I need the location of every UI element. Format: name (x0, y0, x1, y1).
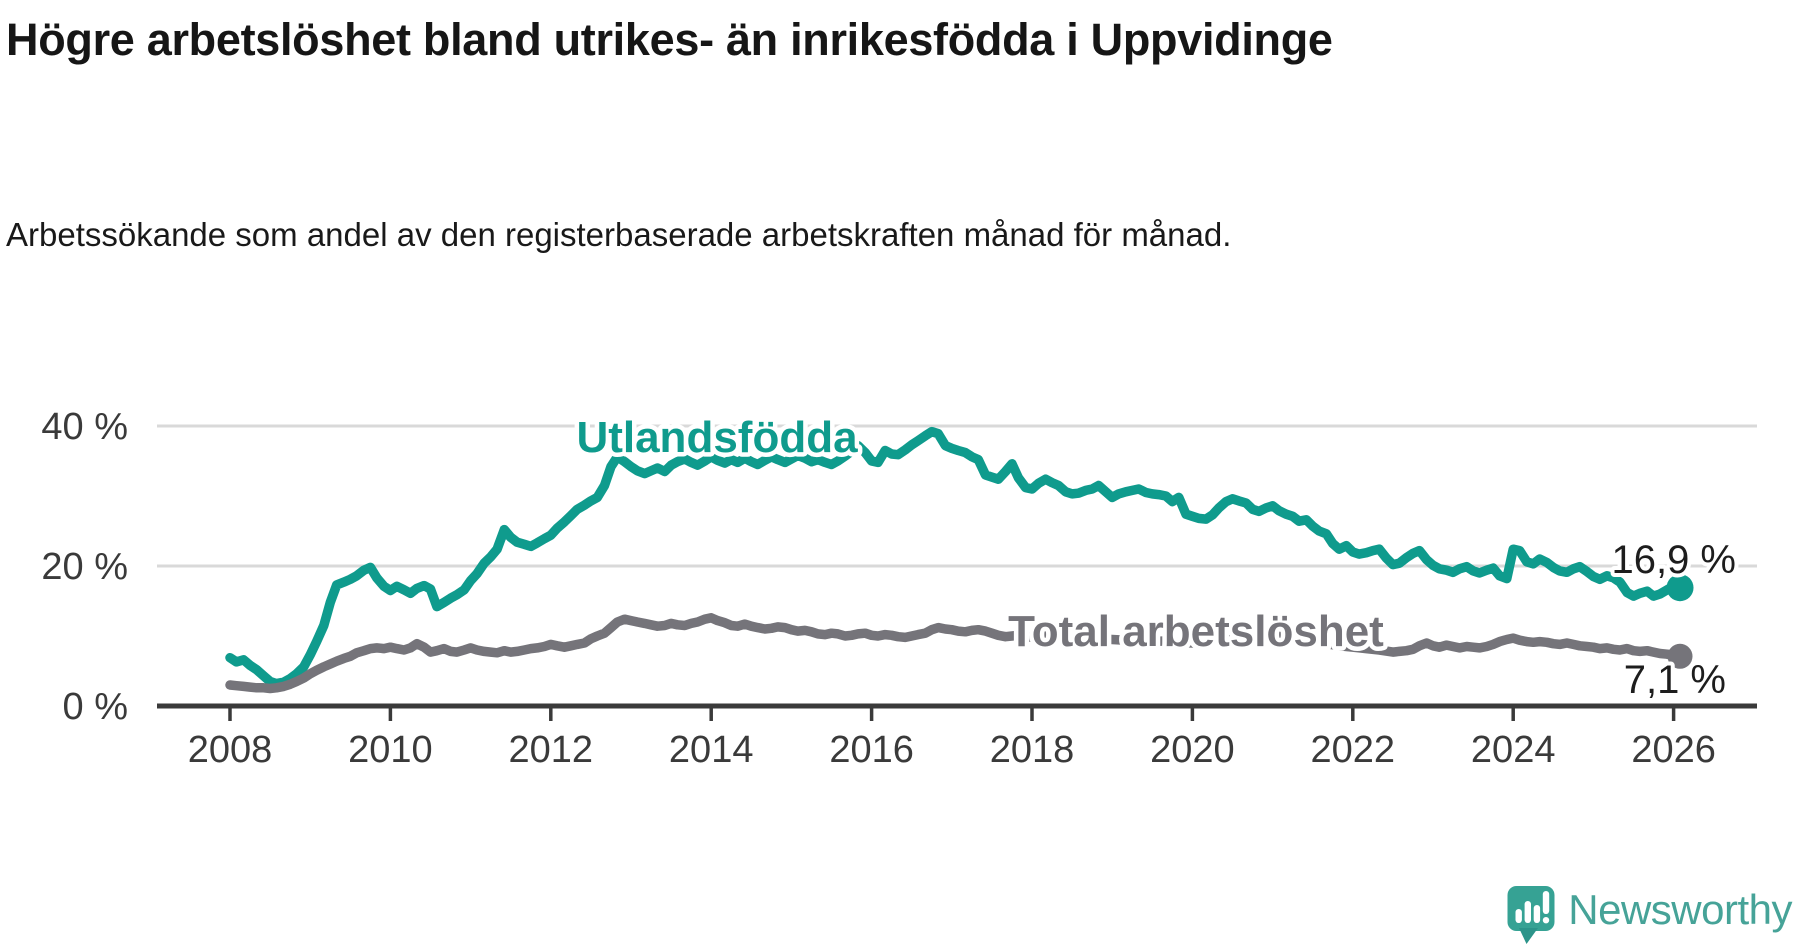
series-inline-label: Total arbetslöshet (1008, 607, 1384, 656)
x-tick-label: 2008 (188, 729, 273, 771)
series-line-total (225, 613, 1685, 694)
x-axis-ticks (228, 706, 1676, 721)
series-lines (225, 426, 1694, 694)
y-tick-label: 0 % (63, 686, 128, 728)
logo-bubble-tail (1519, 928, 1539, 944)
series-end-dot (1666, 574, 1694, 602)
series-end-dot (1667, 643, 1693, 669)
x-tick-label: 2022 (1311, 729, 1396, 771)
x-tick-label: 2016 (829, 729, 914, 771)
y-axis-labels: 40 % 20 % 0 % (41, 406, 128, 728)
series-annotations: Utlandsfödda Total arbetslöshet 16,9 % 7,1 … (572, 409, 1740, 707)
x-tick-label: 2018 (990, 729, 1075, 771)
series-end-value-label: 16,9 % (1611, 538, 1736, 582)
x-tick-label: 2014 (669, 729, 754, 771)
series-end-value-label: 7,1 % (1624, 658, 1726, 702)
x-tick-label: 2012 (509, 729, 594, 771)
y-tick-label: 20 % (41, 546, 128, 588)
series-line-utlandsfodda (225, 426, 1685, 689)
logo-bar-small (1515, 909, 1523, 923)
chart-subtitle: Arbetssökande som andel av den registerb… (6, 216, 1232, 253)
logo-bar-tall (1524, 901, 1532, 923)
y-tick-label: 40 % (41, 406, 128, 448)
x-tick-label: 2024 (1471, 729, 1556, 771)
logo-bar-medium (1533, 905, 1541, 923)
logo-exclamation-dot (1543, 917, 1550, 924)
newsworthy-logo: Newsworthy (1507, 884, 1792, 946)
chart-title: Högre arbetslöshet bland utrikes- än inr… (6, 14, 1333, 65)
x-tick-label: 2026 (1631, 729, 1716, 771)
x-axis-labels: 2008 2010 2012 2014 2016 2018 2020 2022 2024 2026 (188, 729, 1716, 771)
newsworthy-logo-text: Newsworthy (1568, 886, 1792, 933)
x-tick-label: 2020 (1150, 729, 1235, 771)
series-inline-label: Utlandsfödda (576, 413, 858, 462)
x-tick-label: 2010 (348, 729, 433, 771)
logo-exclamation-stem (1543, 891, 1550, 914)
newsworthy-logo-icon (1507, 886, 1555, 944)
